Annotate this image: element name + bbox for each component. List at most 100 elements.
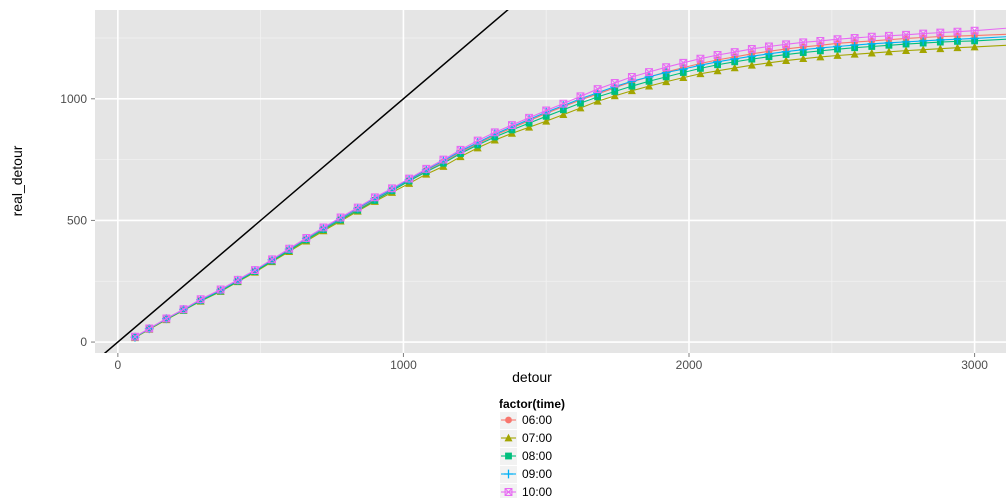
data-point xyxy=(268,255,277,264)
data-point xyxy=(799,38,808,47)
x-axis-title: detour xyxy=(512,369,552,385)
data-point xyxy=(662,63,671,72)
y-axis-title: real_detour xyxy=(9,145,25,216)
legend-title: factor(time) xyxy=(499,397,565,411)
data-point xyxy=(902,30,910,39)
reference-line xyxy=(103,10,509,353)
data-point xyxy=(216,285,225,294)
data-point xyxy=(970,34,979,43)
data-point xyxy=(661,68,671,77)
x-tick-label: 0 xyxy=(115,358,122,372)
data-point xyxy=(884,38,894,48)
legend-key-marker xyxy=(504,469,513,479)
data-point xyxy=(627,86,636,95)
data-point xyxy=(747,61,756,69)
data-point xyxy=(764,49,774,59)
data-point xyxy=(867,32,876,41)
data-point xyxy=(782,56,791,64)
legend-key-marker xyxy=(504,433,513,442)
data-point xyxy=(884,31,893,40)
data-point xyxy=(662,77,671,86)
data-point xyxy=(833,35,842,44)
y-tick-label: 0 xyxy=(80,335,87,349)
legend-key-background xyxy=(500,484,517,498)
data-point xyxy=(250,266,259,274)
data-point xyxy=(628,82,636,90)
data-point xyxy=(196,295,205,304)
data-point xyxy=(816,36,825,45)
data-point xyxy=(302,233,311,242)
data-point xyxy=(696,69,705,78)
data-point xyxy=(902,46,911,55)
data-point xyxy=(919,29,928,38)
data-point xyxy=(456,145,465,154)
data-point xyxy=(388,184,396,193)
data-point xyxy=(285,244,294,253)
data-point xyxy=(765,42,773,51)
data-point xyxy=(730,63,739,72)
data-point xyxy=(713,66,722,75)
data-point xyxy=(645,81,654,90)
legend-item: 08:00 xyxy=(500,448,552,465)
data-point xyxy=(610,79,619,87)
data-point xyxy=(319,223,328,232)
y-tick-label: 500 xyxy=(67,213,87,227)
data-point xyxy=(764,58,773,67)
data-point xyxy=(970,26,979,35)
data-point xyxy=(679,58,688,67)
data-point xyxy=(747,44,756,53)
series-1000 xyxy=(131,26,1006,341)
data-point xyxy=(593,85,602,94)
legend-label: 06:00 xyxy=(522,413,552,427)
data-point xyxy=(525,113,534,122)
data-point xyxy=(798,45,808,55)
data-point xyxy=(747,51,757,61)
data-point xyxy=(473,136,482,145)
legend-label: 09:00 xyxy=(522,467,552,481)
data-point xyxy=(542,106,551,115)
data-point xyxy=(782,40,791,49)
data-point xyxy=(936,28,945,37)
plot-panel xyxy=(95,10,1006,353)
data-point xyxy=(713,51,722,59)
legend-item: 10:00 xyxy=(500,484,552,498)
data-point xyxy=(850,40,860,50)
data-point xyxy=(422,164,431,173)
data-point xyxy=(919,45,928,54)
data-point xyxy=(850,34,859,42)
data-point xyxy=(833,42,842,51)
data-point xyxy=(405,174,414,183)
legend-key-marker xyxy=(505,416,512,424)
legend-items: 06:00 07:00 08:00 09:00 10:00 xyxy=(500,412,552,498)
data-point xyxy=(233,275,242,284)
y-tick-label: 1000 xyxy=(60,92,87,106)
data-point xyxy=(850,50,859,58)
data-point xyxy=(816,52,825,61)
data-point xyxy=(781,47,791,56)
legend-item: 07:00 xyxy=(500,430,552,447)
data-point xyxy=(644,72,654,82)
legend-item: 06:00 xyxy=(500,412,552,429)
legend: factor(time) 06:00 07:00 08:00 09:00 10:00 xyxy=(499,397,565,498)
data-point xyxy=(593,97,602,105)
data-point xyxy=(953,34,962,44)
data-point xyxy=(867,39,877,49)
data-point xyxy=(370,193,379,202)
data-point xyxy=(867,48,876,57)
data-point xyxy=(179,305,188,314)
data-point xyxy=(131,332,139,341)
x-tick-label: 3000 xyxy=(961,358,988,372)
data-point xyxy=(162,314,171,323)
legend-key-marker xyxy=(504,488,513,496)
legend-label: 08:00 xyxy=(522,449,552,463)
legend-key-marker xyxy=(505,452,512,460)
data-point xyxy=(679,73,688,82)
data-point xyxy=(145,324,154,333)
data-point xyxy=(627,76,637,86)
data-point xyxy=(645,68,653,76)
data-point xyxy=(901,37,911,47)
data-point xyxy=(799,54,808,63)
data-point xyxy=(953,43,962,52)
data-point xyxy=(610,91,619,100)
